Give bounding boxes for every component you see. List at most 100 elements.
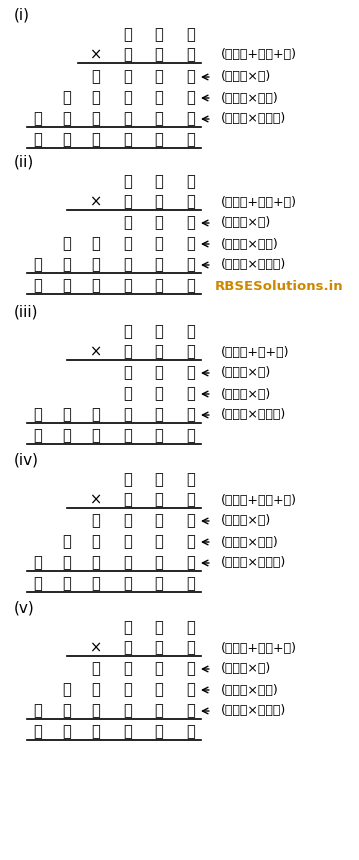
Text: ૦: ૦	[186, 345, 195, 359]
Text: ૭: ૭	[154, 683, 163, 697]
Text: (૭૯૪×૨૦૦): (૭૯૪×૨૦૦)	[221, 259, 286, 272]
Text: ૬: ૬	[154, 194, 163, 210]
Text: ૬: ૬	[123, 279, 132, 293]
Text: ૬: ૬	[154, 28, 163, 42]
Text: ૩: ૩	[123, 47, 132, 63]
Text: ૫: ૫	[92, 535, 101, 550]
Text: ૫: ૫	[186, 132, 195, 148]
Text: ૪: ૪	[123, 345, 132, 359]
Text: ૦: ૦	[154, 132, 163, 148]
Text: ૯: ૯	[33, 257, 42, 273]
Text: ૮: ૮	[123, 535, 132, 550]
Text: ૨: ૨	[154, 621, 163, 636]
Text: ૦: ૦	[154, 386, 163, 402]
Text: ૪: ૪	[92, 132, 101, 148]
Text: ૫: ૫	[92, 408, 101, 422]
Text: ૮: ૮	[154, 576, 163, 592]
Text: ૬: ૬	[123, 112, 132, 126]
Text: ૬: ૬	[123, 556, 132, 570]
Text: ૦: ૦	[186, 194, 195, 210]
Text: ૦: ૦	[123, 428, 132, 444]
Text: ૨: ૨	[33, 132, 42, 148]
Text: ૮: ૮	[62, 257, 71, 273]
Text: ૭: ૭	[123, 175, 132, 189]
Text: ૫: ૫	[123, 132, 132, 148]
Text: ૨: ૨	[92, 237, 101, 251]
Text: ૦: ૦	[186, 408, 195, 422]
Text: ૫: ૫	[154, 535, 163, 550]
Text: ૦: ૦	[186, 386, 195, 402]
Text: (૫૨૩×૨): (૫૨૩×૨)	[221, 662, 271, 675]
Text: ૨: ૨	[33, 408, 42, 422]
Text: ૪: ૪	[123, 28, 132, 42]
Text: ૫: ૫	[92, 112, 101, 126]
Text: ૦: ૦	[154, 408, 163, 422]
Text: ૩: ૩	[186, 621, 195, 636]
Text: ૦: ૦	[186, 683, 195, 697]
Text: (૮૦૦+૫૦+૨): (૮૦૦+૫૦+૨)	[221, 642, 297, 654]
Text: ૦: ૦	[186, 112, 195, 126]
Text: ૩: ૩	[92, 257, 101, 273]
Text: ૦: ૦	[154, 556, 163, 570]
Text: ૮: ૮	[92, 90, 101, 106]
Text: ૫: ૫	[123, 237, 132, 251]
Text: ૫: ૫	[154, 641, 163, 655]
Text: ૬: ૬	[62, 112, 71, 126]
Text: ૨: ૨	[92, 513, 101, 529]
Text: ૯: ૯	[62, 428, 71, 444]
Text: ૯: ૯	[92, 661, 101, 677]
Text: ૬: ૬	[186, 472, 195, 488]
Text: (૪૬૨×૫૦): (૪૬૨×૫૦)	[221, 91, 278, 105]
Text: (૮૩૬×૦): (૮૩૬×૦)	[221, 366, 271, 379]
Text: ૮: ૮	[186, 47, 195, 63]
Text: ૫: ૫	[92, 556, 101, 570]
Text: (૪૦૦+૦+૦): (૪૦૦+૦+૦)	[221, 346, 289, 359]
Text: (૪૬૨×૩૦૦): (૪૬૨×૩૦૦)	[221, 113, 286, 126]
Text: ૬: ૬	[62, 556, 71, 570]
Text: ૯: ૯	[62, 535, 71, 550]
Text: ૦: ૦	[154, 279, 163, 293]
Text: ૫: ૫	[154, 47, 163, 63]
Text: ૩: ૩	[33, 576, 42, 592]
Text: ૫: ૫	[123, 621, 132, 636]
Text: ૩: ૩	[33, 556, 42, 570]
Text: ૯: ૯	[62, 132, 71, 148]
Text: ૩: ૩	[154, 324, 163, 340]
Text: (iv): (iv)	[14, 452, 39, 468]
Text: ૬: ૬	[123, 661, 132, 677]
Text: ૨: ૨	[123, 703, 132, 718]
Text: (૩૦૦+૫૦+૮): (૩૦૦+૫૦+૮)	[221, 48, 297, 62]
Text: RBSESolutions.in: RBSESolutions.in	[215, 280, 344, 292]
Text: ૬: ૬	[123, 472, 132, 488]
Text: (૫૨૩×૮૦૦): (૫૨૩×૮૦૦)	[221, 704, 286, 717]
Text: ૦: ૦	[154, 237, 163, 251]
Text: ×: ×	[90, 345, 102, 359]
Text: (ii): (ii)	[14, 155, 34, 169]
Text: ૮: ૮	[62, 90, 71, 106]
Text: ૨: ૨	[186, 641, 195, 655]
Text: ૦: ૦	[123, 366, 132, 380]
Text: ૦: ૦	[186, 366, 195, 380]
Text: (૬૦૦+૩૦+૮): (૬૦૦+૩૦+૮)	[221, 494, 297, 507]
Text: ૨: ૨	[33, 428, 42, 444]
Text: (૭૯૪×૦): (૭૯૪×૦)	[221, 217, 271, 230]
Text: ×: ×	[90, 194, 102, 210]
Text: ૨: ૨	[62, 703, 71, 718]
Text: ૮: ૮	[186, 576, 195, 592]
Text: ૨: ૨	[92, 70, 101, 84]
Text: ૬: ૬	[154, 90, 163, 106]
Text: ૦: ૦	[154, 703, 163, 718]
Text: ૦: ૦	[154, 257, 163, 273]
Text: (૬૯૬×૬૦૦): (૬૯૬×૬૦૦)	[221, 556, 286, 569]
Text: ૦: ૦	[186, 703, 195, 718]
Text: ૬: ૬	[186, 661, 195, 677]
Text: ૦: ૦	[186, 257, 195, 273]
Text: ૯: ૯	[154, 472, 163, 488]
Text: ૫: ૫	[123, 724, 132, 740]
Text: ૨: ૨	[186, 28, 195, 42]
Text: ૬: ૬	[186, 724, 195, 740]
Text: ૭: ૭	[62, 683, 71, 697]
Text: ૨: ૨	[123, 194, 132, 210]
Text: ૫: ૫	[123, 90, 132, 106]
Text: ૦: ૦	[186, 279, 195, 293]
